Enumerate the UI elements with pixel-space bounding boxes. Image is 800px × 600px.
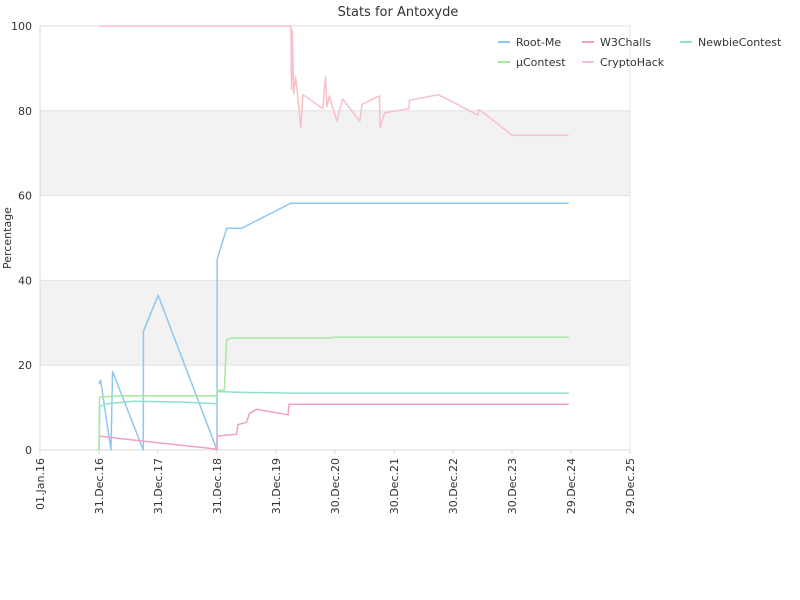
y-tick-label: 0 — [25, 444, 32, 457]
series-lines — [98, 25, 569, 451]
x-tick-label: 01.Jan.16 — [34, 458, 47, 510]
legend: Root-Me W3Challs NewbieContest µContest Cryp… — [498, 36, 782, 69]
legend-label: NewbieContest — [698, 36, 782, 49]
legend-label: CryptoHack — [600, 56, 665, 69]
x-tick-label: 30.Dec.20 — [329, 458, 342, 514]
x-tick-label: 30.Dec.21 — [388, 458, 401, 514]
y-tick-label: 80 — [18, 105, 32, 118]
plot-band — [40, 280, 630, 366]
legend-label: W3Challs — [600, 36, 651, 49]
y-tick-label: 20 — [18, 359, 32, 372]
chart-title: Stats for Antoxyde — [338, 5, 459, 20]
plot-band — [40, 110, 630, 196]
y-tick-labels: 0 20 40 60 80 100 — [11, 20, 32, 457]
x-tick-label: 29.Dec.24 — [565, 458, 578, 514]
y-tick-label: 100 — [11, 20, 32, 33]
x-tick-label: 31.Dec.16 — [93, 458, 106, 514]
legend-label: Root-Me — [516, 36, 561, 49]
series-line-root-me — [98, 202, 569, 451]
series-line--contest — [98, 336, 569, 451]
y-axis-label: Percentage — [1, 207, 14, 269]
y-tick-label: 40 — [18, 274, 32, 287]
x-tick-label: 30.Dec.22 — [447, 458, 460, 514]
plot-bands — [40, 110, 630, 366]
legend-label: µContest — [516, 56, 566, 69]
x-tick-label: 29.Dec.25 — [624, 458, 637, 514]
y-tick-label: 60 — [18, 190, 32, 203]
x-tick-label: 31.Dec.19 — [270, 458, 283, 514]
series-line-w3challs — [98, 403, 569, 450]
x-tick-label: 30.Dec.23 — [506, 458, 519, 514]
x-tick-label: 31.Dec.18 — [211, 458, 224, 514]
axes — [39, 26, 631, 454]
series-line-newbiecontest — [98, 390, 569, 451]
x-tick-label: 31.Dec.17 — [152, 458, 165, 514]
grid-lines — [40, 25, 630, 451]
series-line-cryptohack — [99, 25, 569, 137]
x-tick-labels: 01.Jan.16 31.Dec.16 31.Dec.17 31.Dec.18 31.D… — [34, 458, 637, 514]
